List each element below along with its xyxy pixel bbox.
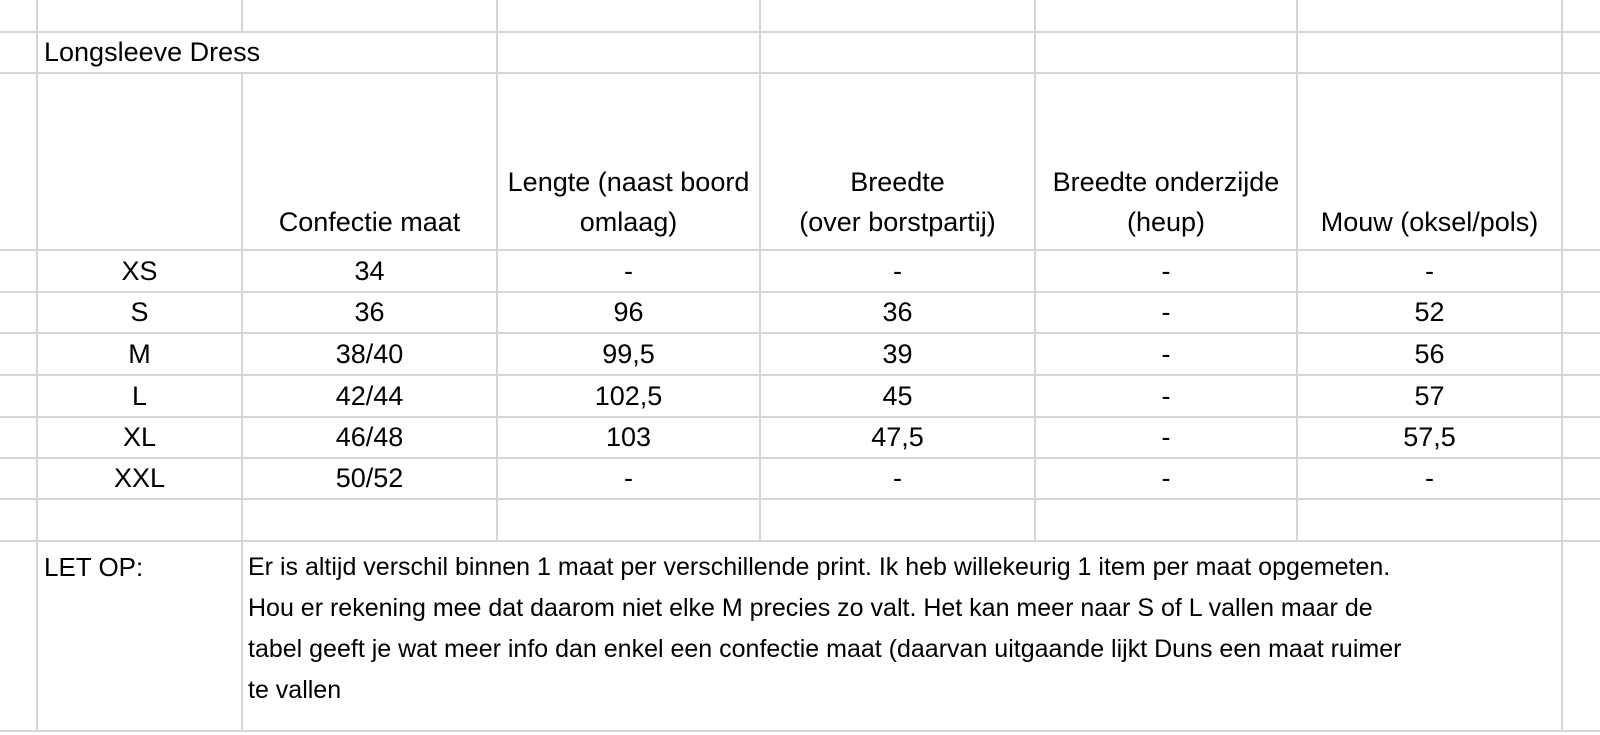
cell-xxl-heup[interactable]: -: [1161, 463, 1171, 494]
cell-xs-mouw[interactable]: -: [1425, 255, 1434, 286]
gridline-vertical: [1034, 0, 1036, 541]
cell-note-label[interactable]: LET OP:: [44, 551, 144, 582]
gridline-horizontal: [0, 249, 1600, 251]
gridline-vertical: [1296, 0, 1298, 541]
cell-xs-lengte[interactable]: -: [624, 255, 633, 286]
cell-s-lengte[interactable]: 96: [613, 297, 644, 328]
cell-l-heup[interactable]: -: [1161, 380, 1171, 411]
cell-s-heup[interactable]: -: [1161, 297, 1171, 328]
header-breedte[interactable]: Breedte (over borstpartij): [760, 73, 1035, 250]
gridline-horizontal: [0, 416, 1600, 418]
gridline-vertical: [241, 0, 243, 32]
cell-s-confectie[interactable]: 36: [354, 297, 385, 328]
cell-xl-heup[interactable]: -: [1161, 422, 1171, 453]
cell-size-xxl[interactable]: XXL: [113, 463, 166, 494]
note-line: tabel geeft je wat meer info dan enkel e…: [248, 635, 1402, 663]
header-lengte[interactable]: Lengte (naast boord omlaag): [497, 73, 760, 250]
cell-sheet-title[interactable]: Longsleeve Dress: [44, 37, 261, 68]
gridline-horizontal: [0, 291, 1600, 293]
header-breedte-onderzijde[interactable]: Breedte onderzijde (heup): [1035, 73, 1297, 250]
header-confectie-maat[interactable]: Confectie maat: [242, 73, 497, 250]
header-text: Breedte onderzijde: [1052, 167, 1280, 197]
gridline-horizontal: [0, 540, 1600, 542]
gridline-horizontal: [0, 72, 1600, 74]
cell-xs-breedte[interactable]: -: [893, 255, 902, 286]
cell-xxl-mouw[interactable]: -: [1425, 463, 1434, 494]
cell-m-breedte[interactable]: 39: [882, 338, 913, 369]
cell-s-mouw[interactable]: 52: [1414, 297, 1445, 328]
header-text: Breedte: [850, 167, 945, 197]
gridline-vertical: [496, 0, 498, 541]
gridline-vertical: [241, 73, 243, 731]
gridline-horizontal: [0, 457, 1600, 459]
cell-size-s[interactable]: S: [130, 297, 149, 328]
header-text: (over borstpartij): [799, 207, 996, 237]
cell-xl-mouw[interactable]: 57,5: [1403, 422, 1456, 453]
cell-xxl-breedte[interactable]: -: [893, 463, 902, 494]
cell-m-lengte[interactable]: 99,5: [602, 338, 655, 369]
cell-size-l[interactable]: L: [131, 380, 148, 411]
cell-xl-lengte[interactable]: 103: [605, 422, 652, 453]
cell-s-breedte[interactable]: 36: [882, 297, 913, 328]
cell-l-breedte[interactable]: 45: [882, 380, 913, 411]
header-mouw[interactable]: Mouw (oksel/pols): [1297, 73, 1562, 250]
cell-xl-confectie[interactable]: 46/48: [335, 422, 404, 453]
cell-m-confectie[interactable]: 38/40: [335, 338, 404, 369]
cell-l-mouw[interactable]: 57: [1414, 380, 1445, 411]
gridline-vertical: [36, 0, 38, 731]
cell-note-text[interactable]: Er is altijd verschil binnen 1 maat per …: [242, 547, 1401, 711]
gridline-horizontal: [0, 730, 1600, 732]
gridline-horizontal: [0, 31, 1600, 33]
cell-l-confectie[interactable]: 42/44: [335, 380, 404, 411]
cell-xxl-confectie[interactable]: 50/52: [335, 463, 404, 494]
gridline-horizontal: [0, 498, 1600, 500]
cell-size-xs[interactable]: XS: [121, 255, 158, 286]
cell-size-xl[interactable]: XL: [122, 422, 157, 453]
header-text: omlaag): [579, 207, 678, 237]
gridline-vertical: [1561, 0, 1563, 731]
gridline-horizontal: [0, 332, 1600, 334]
cell-xxl-lengte[interactable]: -: [624, 463, 633, 494]
cell-size-m[interactable]: M: [128, 338, 151, 369]
cell-m-mouw[interactable]: 56: [1414, 338, 1445, 369]
header-text: Mouw (oksel/pols): [1320, 207, 1539, 237]
cell-xs-confectie[interactable]: 34: [354, 255, 385, 286]
cell-m-heup[interactable]: -: [1161, 338, 1171, 369]
header-text: Lengte (naast boord: [507, 167, 750, 197]
note-line: Hou er rekening mee dat daarom niet elke…: [248, 594, 1373, 622]
cell-xs-heup[interactable]: -: [1161, 255, 1171, 286]
cell-l-lengte[interactable]: 102,5: [594, 380, 663, 411]
note-line: te vallen: [248, 676, 342, 704]
note-line: Er is altijd verschil binnen 1 maat per …: [248, 553, 1391, 581]
header-text: Confectie maat: [278, 207, 461, 237]
header-text: (heup): [1126, 207, 1206, 237]
gridline-horizontal: [0, 374, 1600, 376]
gridline-vertical: [759, 0, 761, 541]
cell-xl-breedte[interactable]: 47,5: [871, 422, 924, 453]
